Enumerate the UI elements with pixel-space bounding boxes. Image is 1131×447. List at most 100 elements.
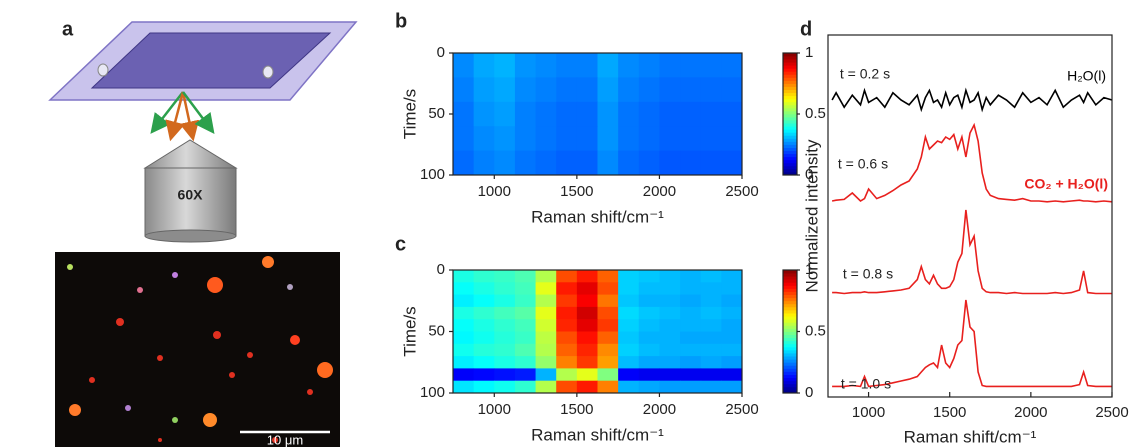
heatmap-cell <box>680 319 702 332</box>
heatmap-cell <box>556 77 578 103</box>
heatmap-cell <box>514 343 537 357</box>
heatmap-cell <box>473 343 495 357</box>
colorbar-segment <box>783 107 797 112</box>
panel-label: a <box>62 18 74 40</box>
colorbar-segment <box>783 71 797 75</box>
heatmap-cell <box>494 282 516 296</box>
colorbar-tick-label: 0.5 <box>805 322 826 339</box>
heatmap-cell <box>700 380 722 394</box>
heatmap-cell <box>618 150 640 176</box>
colorbar-segment <box>783 334 797 339</box>
heatmap-cell <box>638 306 660 320</box>
colorbar-segment <box>783 132 797 136</box>
x-tick-label: 1000 <box>478 183 511 200</box>
colorbar-segment <box>783 371 797 375</box>
colorbar-segment <box>783 386 797 391</box>
heatmap-cell <box>453 306 475 320</box>
heatmap-cell <box>576 294 598 308</box>
heatmap-cell <box>700 53 722 78</box>
colorbar-segment <box>783 294 797 299</box>
heatmap-cell <box>700 101 722 127</box>
colorbar-segment <box>783 306 797 311</box>
heatmap-cell <box>618 368 640 382</box>
colorbar-segment <box>783 83 797 87</box>
heatmap-cell <box>721 331 743 345</box>
heatmap-cell <box>473 331 495 345</box>
heatmap-cell <box>721 53 743 78</box>
colorbar-segment <box>783 53 797 57</box>
heatmap-cell <box>514 294 537 308</box>
heatmap-cell <box>721 319 743 332</box>
heatmap-cell <box>514 368 537 382</box>
heatmap-cell <box>700 343 722 357</box>
bubble <box>97 63 109 77</box>
heatmap-cell <box>721 368 743 382</box>
colorbar-segment <box>783 365 797 369</box>
heatmap-cell <box>680 270 702 283</box>
heatmap-cell <box>576 368 598 382</box>
heatmap-cell <box>700 294 722 308</box>
heatmap-cell <box>721 380 743 394</box>
heatmap-cell <box>721 306 743 320</box>
heatmap-cell <box>680 343 702 357</box>
colorbar-segment <box>783 62 797 66</box>
x-axis-label: Raman shift/cm⁻¹ <box>531 425 664 444</box>
colorbar-segment <box>783 300 797 305</box>
x-axis-label: Raman shift/cm⁻¹ <box>531 207 664 226</box>
heatmap-cell <box>556 282 578 296</box>
heatmap-cell <box>453 294 475 308</box>
annotation: H₂O(l) <box>1067 68 1106 84</box>
y-axis-label: Normalized intensity <box>802 139 821 293</box>
droplet <box>69 404 81 416</box>
colorbar-segment <box>783 291 797 295</box>
droplet <box>262 256 274 268</box>
heatmap-cell <box>597 356 619 369</box>
heatmap-cell <box>618 306 640 320</box>
spectrum <box>831 87 1113 113</box>
heatmap-cell <box>659 150 681 176</box>
heatmap-cell <box>700 331 722 345</box>
heatmap-cell <box>597 368 619 382</box>
heatmap-cell <box>556 294 578 308</box>
colorbar-segment <box>783 68 797 72</box>
heatmap-cell <box>597 150 619 176</box>
heatmap-cell <box>638 356 660 369</box>
colorbar-segment <box>783 74 797 78</box>
heatmap-cell <box>659 77 681 103</box>
droplet <box>317 362 333 378</box>
heatmap-cell <box>659 331 681 345</box>
heatmap-cell <box>659 294 681 308</box>
spectrum <box>832 209 1112 295</box>
colorbar-segment <box>783 156 797 161</box>
colorbar-segment <box>783 104 797 109</box>
heatmap-cell <box>638 77 660 103</box>
heatmap-cell <box>721 282 743 296</box>
heatmap-cell <box>680 150 702 176</box>
colorbar-segment <box>783 380 797 385</box>
heatmap-cell <box>535 294 557 308</box>
panel-label: d <box>800 18 812 40</box>
plot-frame <box>827 34 1113 398</box>
heatmap-cell <box>473 282 495 296</box>
heatmap-cell <box>597 77 619 103</box>
droplet <box>287 284 293 290</box>
heatmap-cell <box>535 282 557 296</box>
colorbar-segment <box>783 150 797 155</box>
droplet-image <box>67 256 333 443</box>
colorbar-segment <box>783 80 797 84</box>
colorbar-segment <box>783 340 797 345</box>
droplet <box>137 287 143 293</box>
colorbar-segment <box>783 285 797 289</box>
x-tick-label: 1500 <box>560 183 593 200</box>
heatmap-cell <box>556 319 578 332</box>
heatmap-cell <box>576 270 598 283</box>
colorbar-segment <box>783 349 797 354</box>
colorbar-segment <box>783 337 797 342</box>
heatmap-cell <box>597 294 619 308</box>
heatmap-cell <box>473 270 495 283</box>
heatmap-cell <box>721 126 743 152</box>
heatmap-cell <box>638 319 660 332</box>
colorbar-segment <box>783 141 797 145</box>
heatmap-cell <box>494 380 516 394</box>
panel-label: c <box>395 233 406 255</box>
